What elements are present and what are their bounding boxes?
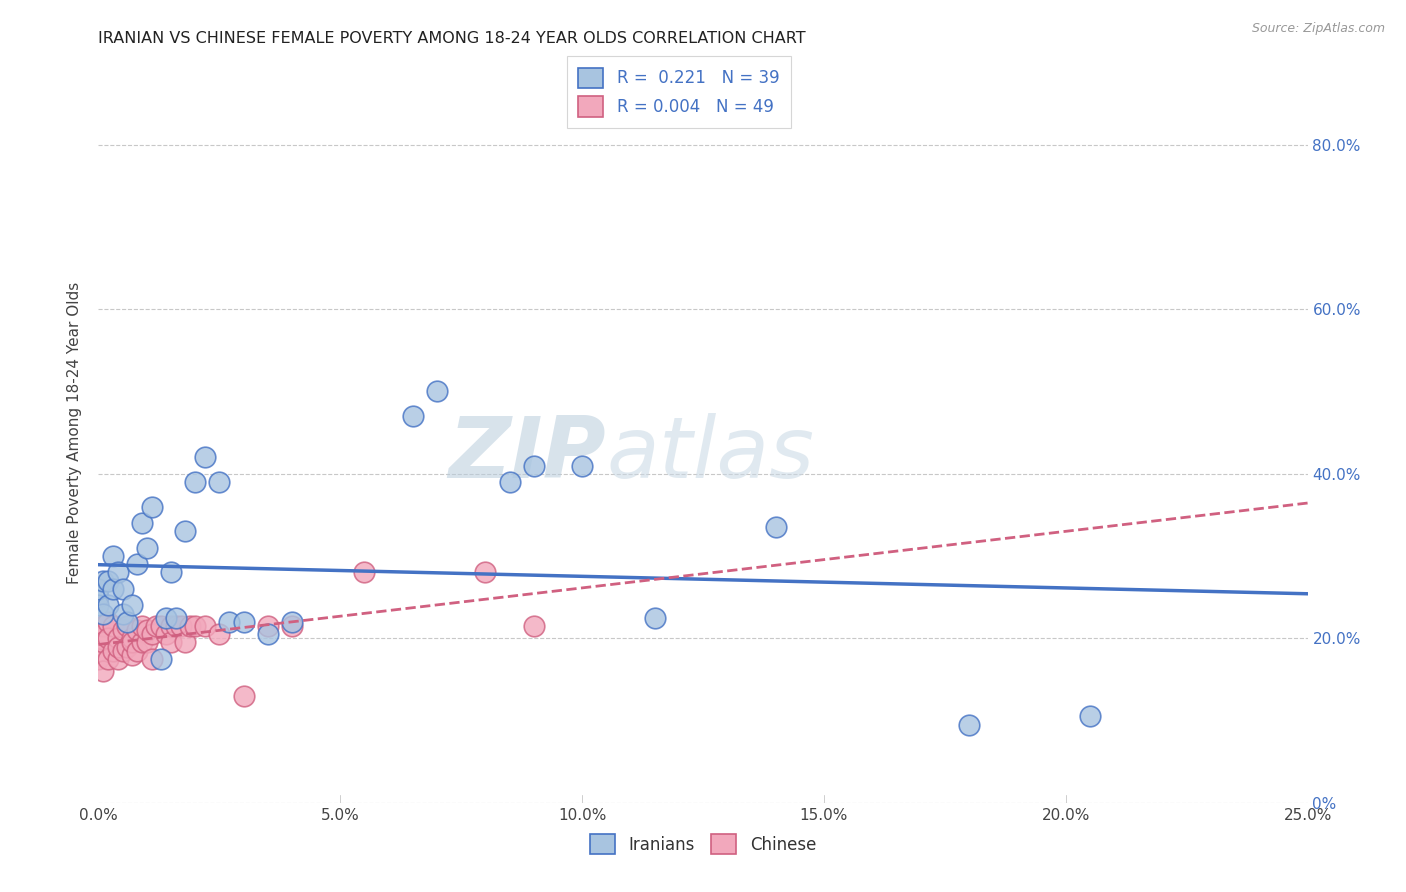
Point	[256, 627, 278, 641]
Point	[131, 619, 153, 633]
Point	[117, 615, 139, 629]
Point	[571, 458, 593, 473]
Point	[957, 717, 980, 731]
Point	[127, 623, 149, 637]
Point	[353, 566, 375, 580]
Point	[111, 607, 134, 621]
Point	[111, 643, 134, 657]
Point	[121, 635, 143, 649]
Point	[121, 632, 143, 646]
Point	[135, 623, 157, 637]
Text: Source: ZipAtlas.com: Source: ZipAtlas.com	[1251, 22, 1385, 36]
Point	[145, 619, 167, 633]
Point	[174, 635, 197, 649]
Text: IRANIAN VS CHINESE FEMALE POVERTY AMONG 18-24 YEAR OLDS CORRELATION CHART: IRANIAN VS CHINESE FEMALE POVERTY AMONG …	[98, 31, 806, 46]
Point	[281, 615, 304, 629]
Point	[174, 524, 197, 539]
Point	[179, 619, 201, 633]
Point	[107, 632, 129, 646]
Point	[91, 627, 114, 641]
Point	[1078, 709, 1101, 723]
Point	[97, 574, 120, 588]
Point	[97, 615, 120, 629]
Point	[644, 610, 666, 624]
Point	[184, 475, 207, 489]
Point	[91, 574, 114, 588]
Point	[131, 516, 153, 530]
Point	[101, 643, 124, 657]
Point	[101, 619, 124, 633]
Point	[141, 652, 163, 666]
Point	[208, 475, 231, 489]
Point	[135, 541, 157, 555]
Point	[87, 632, 110, 646]
Point	[121, 648, 143, 662]
Point	[97, 599, 120, 613]
Point	[131, 635, 153, 649]
Point	[87, 590, 110, 604]
Point	[155, 627, 177, 641]
Point	[523, 619, 546, 633]
Point	[256, 619, 278, 633]
Point	[155, 610, 177, 624]
Point	[87, 643, 110, 657]
Point	[150, 619, 173, 633]
Point	[498, 475, 520, 489]
Point	[101, 582, 124, 596]
Point	[426, 384, 449, 399]
Point	[91, 607, 114, 621]
Point	[135, 635, 157, 649]
Point	[165, 619, 187, 633]
Point	[160, 619, 183, 633]
Point	[184, 619, 207, 633]
Point	[165, 610, 187, 624]
Point	[523, 458, 546, 473]
Point	[117, 619, 139, 633]
Point	[160, 635, 183, 649]
Point	[281, 619, 304, 633]
Point	[97, 632, 120, 646]
Point	[87, 599, 110, 613]
Legend: Iranians, Chinese: Iranians, Chinese	[583, 828, 823, 861]
Point	[91, 664, 114, 678]
Point	[91, 619, 114, 633]
Point	[87, 643, 110, 657]
Point	[160, 566, 183, 580]
Point	[111, 623, 134, 637]
Point	[101, 549, 124, 563]
Point	[107, 640, 129, 654]
Point	[232, 615, 254, 629]
Point	[194, 450, 217, 465]
Y-axis label: Female Poverty Among 18-24 Year Olds: Female Poverty Among 18-24 Year Olds	[67, 282, 83, 583]
Point	[218, 615, 240, 629]
Point	[765, 520, 787, 534]
Point	[127, 558, 149, 572]
Point	[232, 689, 254, 703]
Point	[141, 500, 163, 514]
Point	[111, 582, 134, 596]
Point	[402, 409, 425, 424]
Point	[208, 627, 231, 641]
Point	[127, 643, 149, 657]
Text: atlas: atlas	[606, 413, 814, 496]
Point	[194, 619, 217, 633]
Point	[141, 627, 163, 641]
Point	[121, 599, 143, 613]
Point	[169, 619, 191, 633]
Point	[107, 566, 129, 580]
Point	[87, 582, 110, 596]
Point	[117, 640, 139, 654]
Point	[474, 566, 496, 580]
Point	[107, 652, 129, 666]
Point	[87, 652, 110, 666]
Point	[97, 652, 120, 666]
Text: ZIP: ZIP	[449, 413, 606, 496]
Point	[150, 652, 173, 666]
Point	[91, 635, 114, 649]
